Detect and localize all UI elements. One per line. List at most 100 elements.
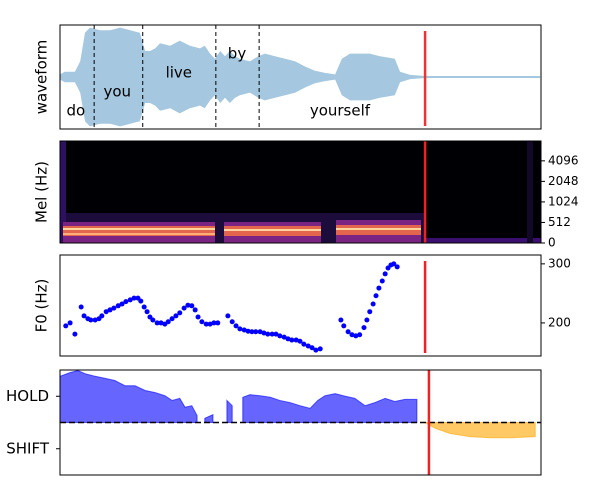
y-tick-label: 4096 <box>548 153 579 167</box>
f0-point <box>293 337 299 343</box>
f0-point <box>277 333 283 339</box>
f0-point <box>273 331 279 337</box>
f0-point <box>379 278 385 284</box>
y-tick-label: HOLD <box>6 387 49 405</box>
f0-point <box>391 261 397 267</box>
f0-point <box>341 323 347 329</box>
f0-point <box>281 334 287 340</box>
f0-point <box>123 299 129 305</box>
axes-frame <box>59 24 542 130</box>
f0-point <box>67 320 73 326</box>
f0-point <box>338 317 344 323</box>
f0-point <box>81 313 87 319</box>
f0-point <box>141 304 147 310</box>
y-axis-label: Mel (Hz) <box>33 161 51 223</box>
f0-point <box>233 323 239 329</box>
axes-frame <box>59 369 542 476</box>
f0-point <box>345 329 351 335</box>
y-tick-label: SHIFT <box>6 439 50 457</box>
f0-point <box>192 307 198 313</box>
area <box>59 369 198 423</box>
waveform <box>60 27 541 127</box>
f0-point <box>225 313 231 319</box>
f0-point <box>241 327 247 333</box>
f0-point <box>353 333 359 339</box>
axes-frame <box>59 140 542 244</box>
f0-point <box>195 314 201 320</box>
f0-point <box>144 309 150 315</box>
f0-point <box>173 313 179 319</box>
y-tick-label: 0 <box>548 236 556 250</box>
f0-point <box>309 345 315 351</box>
f0-point <box>357 332 363 338</box>
axes-frame <box>59 254 542 357</box>
f0-point <box>376 285 382 291</box>
f0-point <box>301 341 307 347</box>
f0-point <box>382 271 388 277</box>
f0-point <box>88 317 94 323</box>
f0-point <box>92 317 98 323</box>
area <box>204 413 214 423</box>
f0-point <box>103 309 109 315</box>
f0-point <box>394 264 400 270</box>
f0-point <box>261 330 267 336</box>
f0-point <box>185 302 191 308</box>
f0-point <box>373 293 379 299</box>
f0-point <box>99 313 105 319</box>
f0-point <box>297 338 303 344</box>
word-label: live <box>166 63 192 81</box>
f0-point <box>154 320 160 326</box>
word-label: do <box>67 101 86 119</box>
f0-point <box>229 319 235 325</box>
f0-point <box>72 331 78 337</box>
f0-point <box>211 320 217 326</box>
f0-point <box>131 295 137 301</box>
f0-point <box>119 301 125 307</box>
area <box>242 393 418 423</box>
y-axis-label: F0 (Hz) <box>33 279 51 333</box>
f0-point <box>181 305 187 311</box>
y-tick-label: 200 <box>548 315 571 329</box>
y-tick-label: 1024 <box>548 194 579 208</box>
f0-point <box>265 331 271 337</box>
f0-point <box>367 309 373 315</box>
y-axis-label: waveform <box>33 40 51 115</box>
f0-point <box>169 316 175 322</box>
f0-point <box>364 317 370 323</box>
word-label: by <box>228 45 247 63</box>
f0-point <box>257 329 263 335</box>
f0-point <box>177 310 183 316</box>
f0-point <box>63 323 69 329</box>
f0-point <box>199 319 205 325</box>
f0-point <box>253 329 259 335</box>
y-tick-label: 300 <box>548 256 571 270</box>
mel-spectrogram-image <box>60 141 541 243</box>
f0-point <box>285 336 291 342</box>
f0-point <box>269 331 275 337</box>
f0-point <box>127 297 133 303</box>
f0-point <box>138 298 144 304</box>
f0-point <box>215 320 221 326</box>
y-tick-label: 2048 <box>548 174 579 188</box>
f0-point <box>237 326 243 332</box>
f0-point <box>207 321 213 327</box>
word-label: yourself <box>310 101 371 119</box>
f0-point <box>305 343 311 349</box>
f0-point <box>189 303 195 309</box>
y-tick-label: 512 <box>548 215 571 229</box>
word-label: you <box>103 83 131 101</box>
f0-point <box>361 325 367 331</box>
f0-point <box>111 305 117 311</box>
f0-point <box>349 332 355 338</box>
f0-point <box>313 347 319 353</box>
f0-point <box>289 337 295 343</box>
area <box>423 422 536 439</box>
f0-point <box>317 346 323 352</box>
f0-point <box>165 319 171 325</box>
f0-point <box>150 317 156 323</box>
f0-point <box>115 303 121 309</box>
f0-point <box>158 320 164 326</box>
area <box>226 399 233 423</box>
f0-point <box>107 307 113 313</box>
